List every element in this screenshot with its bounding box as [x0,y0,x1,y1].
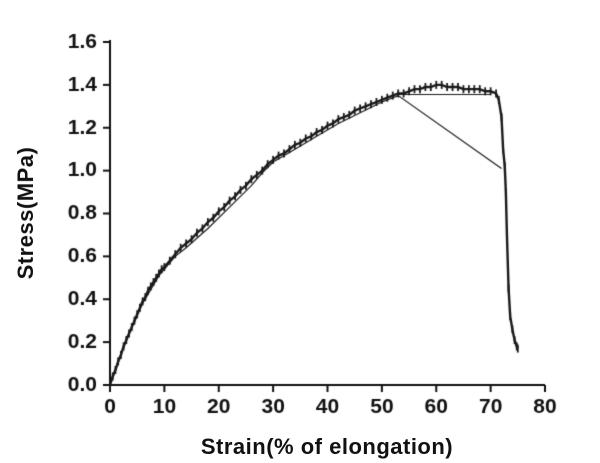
x-axis-label: Strain(% of elongation) [200,434,454,459]
y-axis-label: Stress(MPa) [13,146,38,280]
